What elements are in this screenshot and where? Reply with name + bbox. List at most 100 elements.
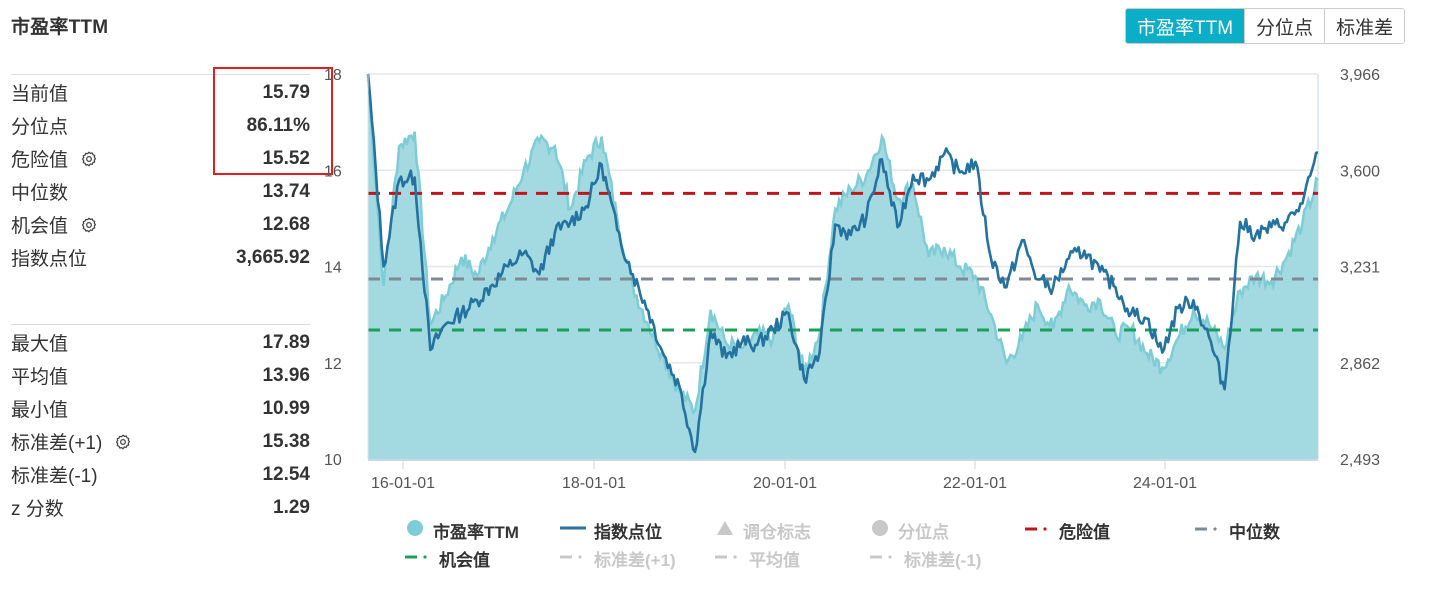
legend-item[interactable]: 标准差(-1) bbox=[870, 546, 981, 571]
stat-secondary-row: 平均值 13.96 bbox=[11, 359, 310, 392]
legend-item[interactable]: 调仓标志 bbox=[715, 518, 811, 543]
dashdot-legend-icon bbox=[1195, 519, 1221, 542]
index-line-series bbox=[366, 73, 1319, 454]
stat-label-text: 机会值 bbox=[11, 216, 69, 237]
x-axis-tick: 22-01-01 bbox=[943, 475, 1007, 492]
stat-primary-row: 危险值 15.52 bbox=[11, 142, 310, 175]
stat-label-text: 平均值 bbox=[11, 367, 69, 388]
pe-area-series bbox=[366, 78, 1319, 460]
stat-primary-row: 当前值 15.79 bbox=[11, 76, 310, 109]
stat-secondary-row: 标准差(-1) 12.54 bbox=[11, 458, 310, 491]
legend-label: 机会值 bbox=[439, 551, 490, 570]
stat-value: 1.29 bbox=[273, 496, 310, 518]
gear-icon[interactable] bbox=[114, 433, 132, 451]
stat-label: 最大值 bbox=[11, 329, 68, 356]
tab-std-dev[interactable]: 标准差 bbox=[1324, 9, 1405, 43]
triangle-legend-icon bbox=[715, 519, 735, 542]
stat-value: 17.89 bbox=[262, 331, 310, 353]
tab-pe-ttm[interactable]: 市盈率TTM bbox=[1126, 9, 1245, 43]
stat-label: 平均值 bbox=[11, 362, 68, 389]
dashdot-legend-icon bbox=[1025, 519, 1051, 542]
highlight-annotation-box bbox=[213, 67, 333, 175]
stat-label: 危险值 bbox=[11, 145, 98, 172]
stat-label: 分位点 bbox=[11, 112, 68, 139]
y-left-tick: 18 bbox=[324, 67, 342, 84]
stat-label-text: 危险值 bbox=[11, 150, 69, 171]
stat-secondary-row: 最大值 17.89 bbox=[11, 326, 310, 359]
y-right-tick: 3,966 bbox=[1340, 67, 1380, 84]
gear-icon[interactable] bbox=[80, 216, 98, 234]
legend-label: 指数点位 bbox=[594, 523, 662, 542]
y-left-tick: 16 bbox=[324, 163, 342, 180]
stat-label: 标准差(-1) bbox=[11, 461, 98, 488]
legend-label: 分位点 bbox=[898, 523, 949, 542]
legend-item[interactable]: 分位点 bbox=[870, 518, 949, 543]
stat-value: 13.96 bbox=[262, 364, 310, 386]
stat-label: 当前值 bbox=[11, 79, 68, 106]
legend-item[interactable]: 市盈率TTM bbox=[405, 518, 519, 543]
stat-value: 12.68 bbox=[262, 213, 310, 235]
x-axis-tick: 16-01-01 bbox=[371, 475, 435, 492]
dashdot-legend-icon bbox=[405, 547, 431, 570]
legend-label: 调仓标志 bbox=[743, 523, 811, 542]
stat-label-text: 当前值 bbox=[11, 84, 69, 105]
stat-label: 中位数 bbox=[11, 178, 68, 205]
dashdot-legend-icon bbox=[715, 547, 741, 570]
legend-item[interactable]: 指数点位 bbox=[560, 518, 662, 543]
stat-value: 3,665.92 bbox=[236, 246, 310, 268]
stat-label-text: 中位数 bbox=[11, 183, 69, 204]
stat-value: 13.74 bbox=[262, 180, 310, 202]
stat-label-text: 分位点 bbox=[11, 117, 69, 138]
stat-label-text: z 分数 bbox=[11, 499, 64, 520]
stat-label: z 分数 bbox=[11, 494, 64, 521]
y-left-tick: 14 bbox=[324, 260, 342, 277]
page-title: 市盈率TTM bbox=[11, 17, 109, 38]
dashdot-legend-icon bbox=[870, 547, 896, 570]
y-right-tick: 2,493 bbox=[1340, 452, 1380, 469]
stat-label-text: 标准差(-1) bbox=[11, 466, 98, 487]
metric-tab-group: 市盈率TTM 分位点 标准差 bbox=[1125, 8, 1406, 44]
x-axis-tick: 24-01-01 bbox=[1133, 475, 1197, 492]
legend-item[interactable]: 危险值 bbox=[1025, 518, 1110, 543]
line-legend-icon bbox=[560, 519, 586, 542]
chart-axes: 10 12 14 16 18 2,493 2,862 3,231 3,600 3,966 16-01… bbox=[324, 67, 1380, 492]
stat-value: 15.38 bbox=[262, 430, 310, 452]
dashdot-legend-icon bbox=[560, 547, 586, 570]
tab-percentile[interactable]: 分位点 bbox=[1244, 9, 1325, 43]
pe-chart[interactable]: 10 12 14 16 18 2,493 2,862 3,231 3,600 3,966 16-01… bbox=[0, 0, 1440, 510]
stat-label-text: 指数点位 bbox=[11, 249, 88, 270]
gear-icon[interactable] bbox=[80, 150, 98, 168]
y-right-tick: 3,600 bbox=[1340, 163, 1380, 180]
x-axis-tick: 20-01-01 bbox=[753, 475, 817, 492]
legend-label: 标准差(+1) bbox=[594, 551, 676, 570]
legend-item[interactable]: 中位数 bbox=[1195, 518, 1280, 543]
stat-label: 标准差(+1) bbox=[11, 428, 132, 455]
legend-label: 市盈率TTM bbox=[433, 523, 519, 542]
stat-label: 最小值 bbox=[11, 395, 68, 422]
stat-secondary-row: 最小值 10.99 bbox=[11, 392, 310, 425]
stat-label-text: 标准差(+1) bbox=[11, 433, 103, 454]
legend-item[interactable]: 机会值 bbox=[405, 546, 490, 571]
stat-label: 指数点位 bbox=[11, 244, 87, 271]
stat-label: 机会值 bbox=[11, 211, 98, 238]
y-left-tick: 12 bbox=[324, 356, 342, 373]
stat-primary-row: 中位数 13.74 bbox=[11, 175, 310, 208]
legend-item[interactable]: 平均值 bbox=[715, 546, 800, 571]
reference-lines bbox=[368, 191, 1318, 332]
stat-primary-row: 指数点位 3,665.92 bbox=[11, 241, 310, 274]
legend-label: 中位数 bbox=[1229, 523, 1280, 542]
y-right-tick: 2,862 bbox=[1340, 356, 1380, 373]
stat-label-text: 最大值 bbox=[11, 334, 69, 355]
stat-secondary-row: z 分数 1.29 bbox=[11, 491, 310, 524]
stat-value: 15.52 bbox=[262, 147, 310, 169]
y-right-tick: 3,231 bbox=[1340, 260, 1380, 277]
y-left-tick: 10 bbox=[324, 452, 342, 469]
legend-item[interactable]: 标准差(+1) bbox=[560, 546, 676, 571]
legend-label: 危险值 bbox=[1059, 523, 1110, 542]
stats-panel-primary: 当前值 15.79 分位点 86.11% 危险值 15.52 中位数 13.74 机会值 12.6… bbox=[11, 74, 310, 274]
x-axis-tick: 18-01-01 bbox=[562, 475, 626, 492]
stat-value: 15.79 bbox=[262, 81, 310, 103]
legend-label: 平均值 bbox=[749, 551, 800, 570]
stat-value: 12.54 bbox=[262, 463, 310, 485]
stat-value: 86.11% bbox=[246, 114, 310, 136]
